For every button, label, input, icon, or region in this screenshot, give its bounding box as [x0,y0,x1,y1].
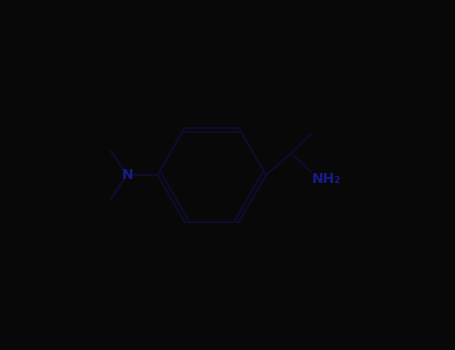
Text: N: N [122,168,134,182]
Text: NH₂: NH₂ [312,172,341,186]
